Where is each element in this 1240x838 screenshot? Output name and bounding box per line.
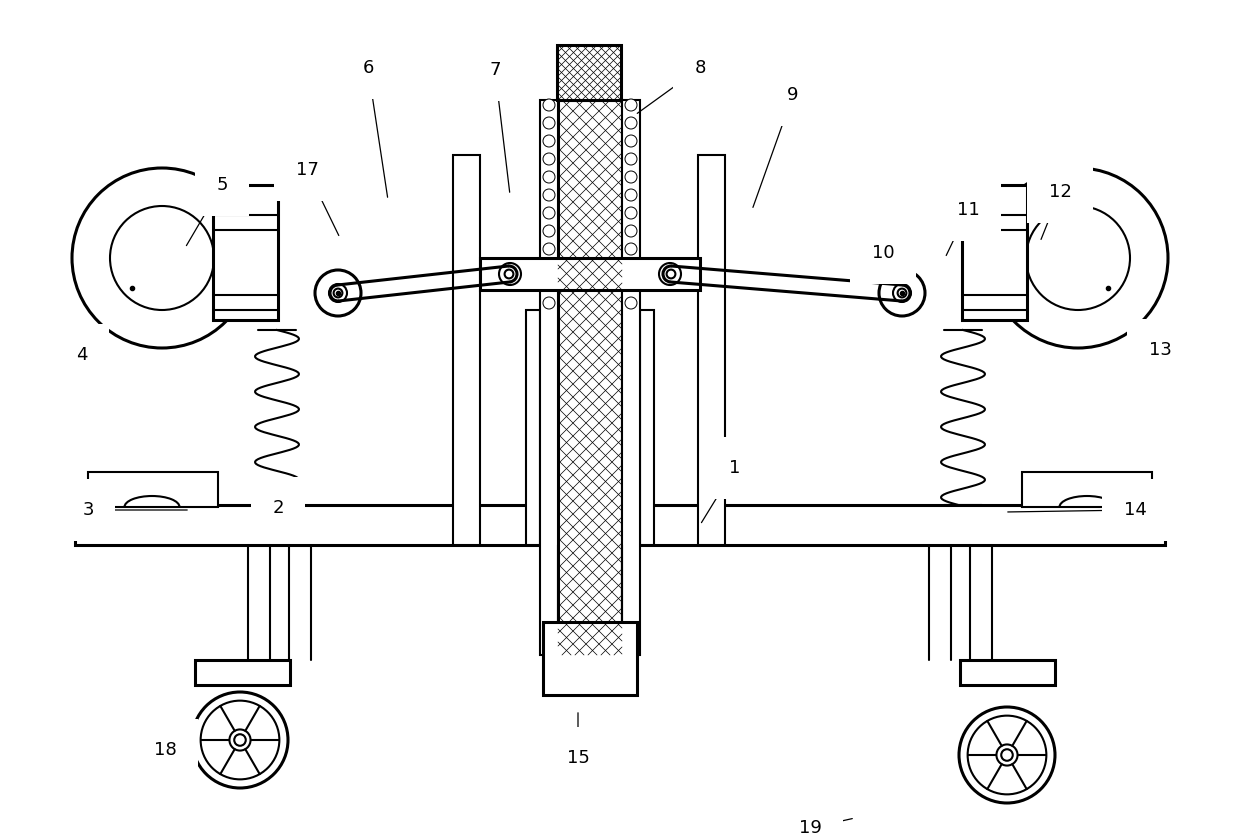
Circle shape (543, 207, 556, 219)
Circle shape (988, 168, 1168, 348)
Text: 11: 11 (956, 201, 980, 219)
Circle shape (658, 263, 681, 285)
Bar (543, 622, 637, 695)
Circle shape (625, 189, 637, 201)
Text: 15: 15 (567, 749, 589, 767)
Circle shape (625, 279, 637, 291)
Circle shape (879, 270, 925, 316)
Circle shape (997, 744, 1018, 766)
Bar (1022, 472, 1152, 507)
Text: 5: 5 (216, 176, 228, 194)
Text: 2: 2 (273, 499, 284, 517)
Text: 3: 3 (82, 501, 94, 519)
Circle shape (959, 707, 1055, 803)
Circle shape (329, 284, 347, 302)
Circle shape (543, 171, 556, 183)
Circle shape (234, 734, 246, 746)
Circle shape (625, 135, 637, 147)
Circle shape (667, 270, 676, 278)
Text: 17: 17 (295, 161, 319, 179)
Circle shape (625, 225, 637, 237)
Circle shape (543, 225, 556, 237)
Circle shape (893, 284, 911, 302)
Bar (558, 100, 622, 655)
Text: 1: 1 (729, 459, 740, 477)
Circle shape (192, 692, 288, 788)
Bar (539, 100, 558, 655)
Text: 6: 6 (362, 59, 373, 77)
Text: 12: 12 (1049, 183, 1071, 201)
Bar (74, 505, 1166, 545)
Circle shape (229, 729, 250, 751)
Circle shape (110, 206, 215, 310)
Circle shape (625, 117, 637, 129)
Text: 8: 8 (694, 59, 706, 77)
Circle shape (625, 297, 637, 309)
Bar (88, 472, 218, 507)
Circle shape (625, 99, 637, 111)
Circle shape (625, 243, 637, 255)
Bar (195, 660, 290, 685)
Circle shape (543, 261, 556, 273)
Circle shape (543, 279, 556, 291)
Circle shape (543, 117, 556, 129)
Text: 10: 10 (872, 244, 894, 262)
Bar (962, 185, 1027, 320)
Circle shape (498, 263, 521, 285)
Text: 4: 4 (76, 346, 88, 364)
Circle shape (1001, 749, 1013, 761)
Circle shape (315, 270, 361, 316)
Circle shape (898, 288, 906, 297)
Bar (960, 660, 1055, 685)
Bar (698, 155, 725, 545)
Circle shape (625, 207, 637, 219)
Circle shape (72, 168, 252, 348)
Text: 7: 7 (490, 61, 501, 79)
Bar (480, 258, 701, 290)
Circle shape (201, 701, 279, 779)
Circle shape (625, 153, 637, 165)
Text: 9: 9 (787, 86, 799, 104)
Text: 14: 14 (1123, 501, 1147, 519)
Text: 13: 13 (1148, 341, 1172, 359)
Circle shape (625, 261, 637, 273)
Text: 18: 18 (154, 741, 176, 759)
Circle shape (1025, 206, 1130, 310)
Circle shape (505, 270, 513, 278)
Circle shape (543, 99, 556, 111)
Bar (640, 310, 653, 545)
Bar (526, 310, 539, 545)
Bar (557, 45, 621, 100)
Circle shape (543, 297, 556, 309)
Circle shape (625, 171, 637, 183)
Circle shape (543, 189, 556, 201)
Text: 19: 19 (799, 819, 821, 837)
Circle shape (543, 135, 556, 147)
Circle shape (543, 243, 556, 255)
Circle shape (334, 288, 342, 297)
Bar (622, 100, 640, 655)
Circle shape (967, 716, 1047, 794)
Circle shape (543, 153, 556, 165)
Bar (213, 185, 278, 320)
Bar (453, 155, 480, 545)
